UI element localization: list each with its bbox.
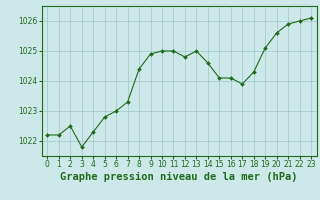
X-axis label: Graphe pression niveau de la mer (hPa): Graphe pression niveau de la mer (hPa) — [60, 172, 298, 182]
